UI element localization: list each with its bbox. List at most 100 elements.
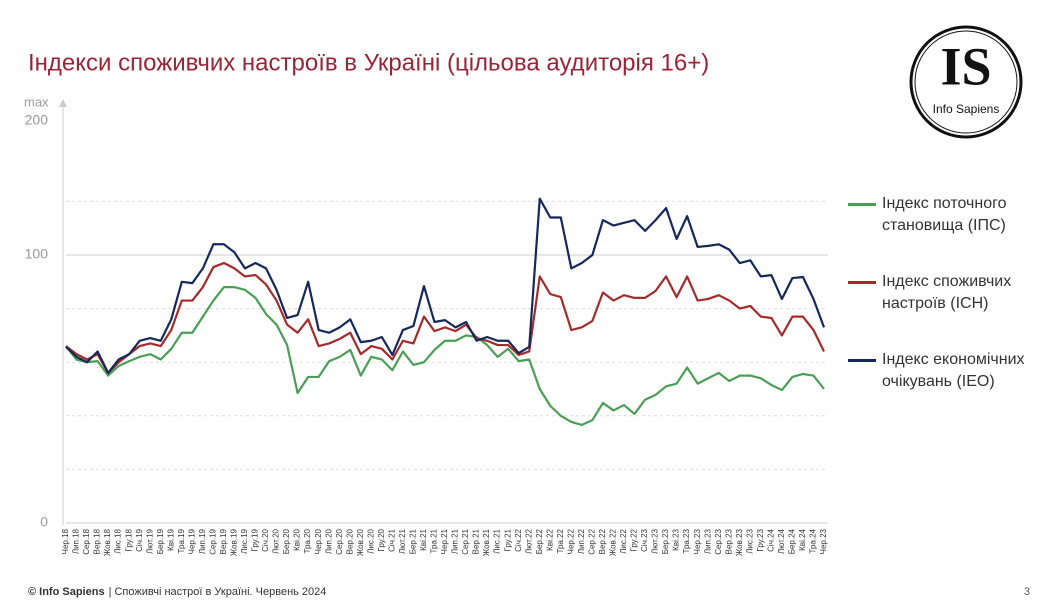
x-tick-label: Тра.24 — [809, 528, 818, 553]
x-tick-label: Кві.21 — [419, 528, 428, 550]
x-tick-label: Вер.19 — [219, 528, 228, 554]
x-tick-label: Лис.20 — [366, 528, 375, 553]
x-tick-label: Лип.20 — [324, 528, 333, 554]
x-tick-label: Чер.23 — [693, 528, 702, 554]
x-tick-label: Сер.21 — [461, 528, 470, 554]
x-tick-label: Гру.21 — [503, 528, 512, 551]
logo-ring — [909, 25, 1023, 139]
x-tick-label: Чер.19 — [187, 528, 196, 554]
x-tick-label: Лип.22 — [577, 528, 586, 554]
x-tick-label: Лют.23 — [651, 528, 660, 554]
series-line — [65, 197, 826, 375]
x-tick-label: Гру.20 — [377, 528, 386, 551]
series-line — [65, 261, 825, 375]
page-number: 3 — [1024, 586, 1030, 598]
x-tick-label: Лют.20 — [272, 528, 281, 554]
x-tick-label: Чер.22 — [566, 528, 575, 554]
x-tick-label: Лис.19 — [240, 528, 249, 553]
x-tick-label: Жов.21 — [482, 528, 491, 556]
x-tick-label: Жов.18 — [103, 528, 112, 556]
legend-item: Індекс поточного становища (ІПС) — [848, 193, 1033, 237]
x-tick-label: Бер.21 — [409, 528, 418, 554]
x-tick-label: Гру.19 — [251, 528, 260, 551]
x-tick-label: Чер.23 — [819, 528, 828, 554]
legend-item: Індекс споживчих настроїв (ІСН) — [848, 271, 1033, 315]
legend-swatch — [848, 281, 876, 284]
footer: © Info Sapiens | Споживчі настрої в Украї… — [28, 586, 326, 598]
x-tick-label: Тра.23 — [682, 528, 691, 553]
y-axis-arrow — [59, 99, 67, 107]
x-tick-label: Бер.22 — [535, 528, 544, 554]
x-tick-label: Жов.20 — [356, 528, 365, 556]
footer-text: | Споживчі настрої в Україні. Червень 20… — [109, 586, 327, 598]
y-axis-max: max — [24, 94, 49, 109]
legend-label: Індекс поточного становища (ІПС) — [882, 195, 1007, 234]
logo-mark: IS — [940, 36, 991, 96]
x-tick-label: Лис.18 — [114, 528, 123, 553]
legend-label: Індекс споживчих настроїв (ІСН) — [882, 273, 1012, 312]
x-tick-label: Січ.20 — [261, 528, 270, 551]
legend-label: Індекс економічних очікувань (ІЕО) — [882, 351, 1025, 390]
footer-source: © Info Sapiens — [28, 586, 105, 598]
x-tick-label: Чер.18 — [61, 528, 70, 554]
x-tick-label: Тра.20 — [303, 528, 312, 553]
x-tick-label: Січ.22 — [514, 528, 523, 551]
x-tick-label: Лис.23 — [745, 528, 754, 553]
x-tick-label: Лис.22 — [619, 528, 628, 553]
x-tick-label: Лип.23 — [703, 528, 712, 554]
x-tick-label: Лип.18 — [72, 528, 81, 554]
x-tick-label: Бер.19 — [156, 528, 165, 554]
x-tick-label: Гру.23 — [756, 528, 765, 551]
x-tick-label: Лют.19 — [145, 528, 154, 554]
x-tick-label: Вер.20 — [345, 528, 354, 554]
x-tick-label: Лип.19 — [198, 528, 207, 554]
x-tick-label: Вер.22 — [598, 528, 607, 554]
x-tick-label: Кві.20 — [293, 528, 302, 550]
y-tick-label: 0 — [40, 514, 48, 530]
x-tick-label: Лют.24 — [777, 528, 786, 554]
x-tick-label: Вер.21 — [472, 528, 481, 554]
x-tick-label: Сер.23 — [714, 528, 723, 554]
series-line — [65, 286, 825, 427]
x-tick-label: Січ.19 — [135, 528, 144, 551]
x-tick-label: Лис.21 — [493, 528, 502, 553]
x-tick-label: Жов.19 — [230, 528, 239, 556]
x-tick-label: Жов.22 — [609, 528, 618, 556]
x-tick-label: Лют.22 — [524, 528, 533, 554]
x-tick-label: Вер.23 — [724, 528, 733, 554]
x-tick-label: Тра.22 — [556, 528, 565, 553]
x-tick-label: Січ.21 — [387, 528, 396, 551]
x-tick-label: Тра.19 — [177, 528, 186, 553]
legend-item: Індекс економічних очікувань (ІЕО) — [848, 349, 1033, 393]
x-tick-label: Сер.20 — [335, 528, 344, 554]
logo-name: Info Sapiens — [933, 102, 1000, 116]
x-tick-label: Січ.24 — [766, 528, 775, 551]
legend-swatch — [848, 203, 876, 206]
x-tick-label: Тра.21 — [430, 528, 439, 553]
x-tick-label: Січ.23 — [640, 528, 649, 551]
x-tick-label: Сер.19 — [208, 528, 217, 554]
chart-title: Індекси споживчих настроїв в Україні (ці… — [28, 49, 709, 76]
x-tick-label: Чер.21 — [440, 528, 449, 554]
x-tick-label: Чер.20 — [314, 528, 323, 554]
x-tick-label: Бер.24 — [788, 528, 797, 554]
x-tick-label: Кві.22 — [545, 528, 554, 550]
x-tick-label: Лют.21 — [398, 528, 407, 554]
x-tick-label: Вер.18 — [93, 528, 102, 554]
y-tick-label: 100 — [25, 246, 49, 262]
y-axis-top-label: 200 — [25, 112, 49, 128]
legend-swatch — [848, 359, 876, 362]
x-tick-label: Бер.20 — [282, 528, 291, 554]
x-tick-label: Сер.18 — [82, 528, 91, 554]
x-tick-label: Лип.21 — [451, 528, 460, 554]
x-tick-label: Жов.23 — [735, 528, 744, 556]
x-tick-label: Сер.22 — [587, 528, 596, 554]
x-tick-label: Кві.23 — [672, 528, 681, 550]
x-tick-label: Бер.23 — [661, 528, 670, 554]
x-tick-label: Гру.22 — [630, 528, 639, 551]
x-tick-label: Кві.19 — [166, 528, 175, 550]
x-tick-label: Кві.24 — [798, 528, 807, 550]
x-tick-label: Гру.18 — [124, 528, 133, 551]
